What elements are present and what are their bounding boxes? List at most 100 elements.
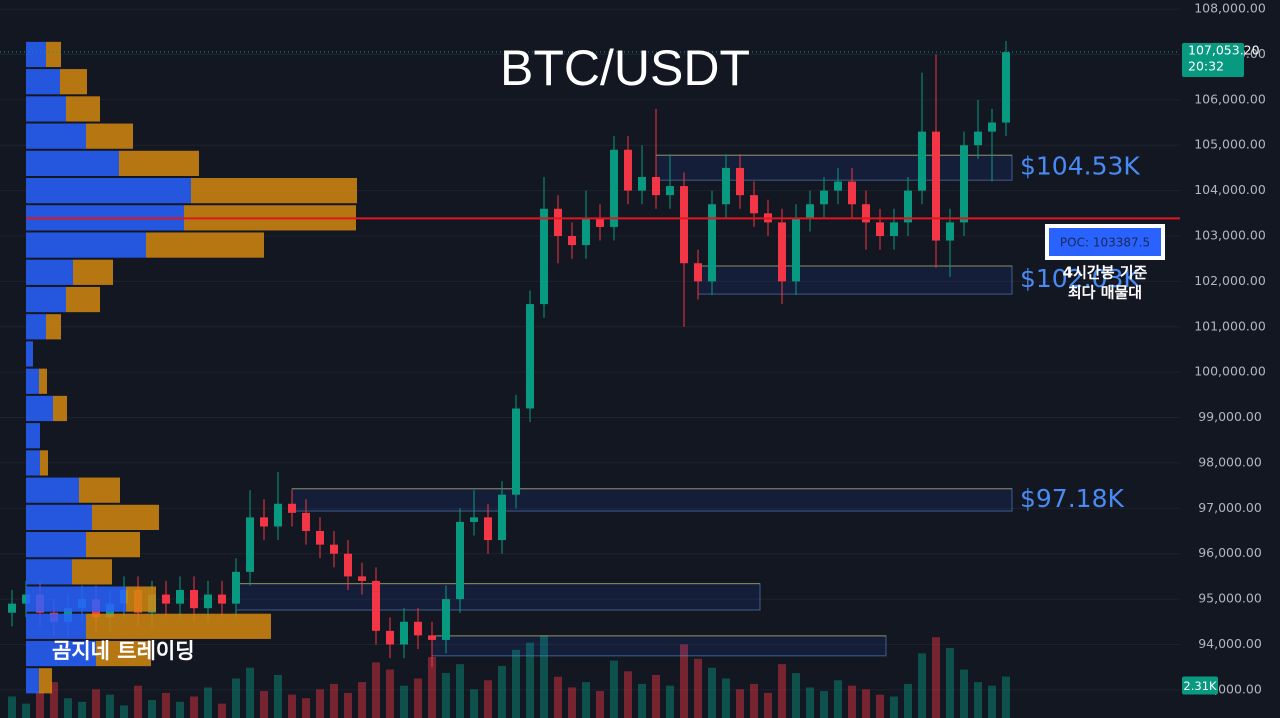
candle-body: [890, 222, 898, 237]
candle-body: [190, 590, 198, 609]
profile-sell: [92, 504, 159, 531]
volume-bar: [764, 692, 772, 718]
volume-bar: [708, 667, 716, 718]
volume-bar: [638, 683, 646, 718]
candle-body: [1002, 52, 1010, 123]
profile-sell: [126, 586, 156, 612]
volume-bar: [778, 664, 786, 718]
candle-body: [862, 204, 870, 223]
volume-bar: [890, 696, 898, 718]
profile-sell: [96, 640, 151, 667]
volume-bar: [176, 701, 184, 718]
candle-body: [442, 599, 450, 640]
profile-sell: [39, 668, 52, 694]
volume-bar: [386, 669, 394, 718]
volume-bar: [918, 653, 926, 718]
zone-label: $104.53K: [1020, 152, 1140, 181]
profile-buy: [26, 532, 86, 558]
candle-body: [624, 149, 632, 191]
candle-body: [512, 408, 520, 495]
profile-buy: [26, 559, 72, 585]
y-tick-label: 99,000.00: [1198, 409, 1262, 424]
volume-bar: [680, 644, 688, 718]
volume-bar: [722, 678, 730, 718]
profile-buy: [26, 504, 92, 531]
profile-sell: [73, 259, 113, 285]
candle-body: [610, 149, 618, 227]
volume-bar: [36, 691, 44, 718]
last-price-box: [1182, 43, 1244, 78]
volume-bar: [820, 691, 828, 718]
volume-bar: [64, 698, 72, 718]
candle-body: [260, 517, 268, 527]
volume-bar: [372, 662, 380, 718]
volume-bar: [568, 687, 576, 718]
profile-buy: [26, 123, 86, 149]
candle-body: [288, 503, 296, 513]
candle-body: [176, 590, 184, 604]
candle-body: [204, 594, 212, 609]
profile-buy: [26, 450, 40, 476]
volume-bar: [526, 642, 534, 718]
countdown: 20:32: [1188, 59, 1224, 74]
candle-body: [568, 236, 576, 246]
profile-buy: [26, 613, 86, 639]
volume-bar: [134, 685, 142, 718]
watermark: 곰지네 트레이딩: [52, 639, 195, 663]
y-tick-label: 108,000.00: [1194, 1, 1266, 16]
volume-bar: [736, 689, 744, 718]
profile-sell: [72, 559, 112, 585]
volume-bar: [904, 683, 912, 718]
candle-body: [834, 181, 842, 191]
profile-sell: [86, 532, 140, 558]
profile-sell: [86, 613, 271, 639]
candle-body: [330, 544, 338, 554]
volume-bar: [848, 685, 856, 718]
volume-bar: [302, 698, 310, 718]
volume-bar: [666, 685, 674, 718]
volume-bar: [162, 692, 170, 718]
volume-bar: [988, 685, 996, 718]
y-tick-label: 106,000.00: [1194, 91, 1266, 106]
volume-bar: [78, 701, 86, 718]
volume-bar: [442, 673, 450, 718]
volume-last-label: 2.31K: [1183, 679, 1217, 693]
y-tick-label: 102,000.00: [1194, 273, 1266, 288]
profile-sell: [60, 69, 87, 95]
poc-note: 최다 매물대: [1068, 284, 1142, 302]
candle-body: [708, 204, 716, 282]
volume-bar: [274, 674, 282, 718]
volume-bar: [694, 658, 702, 718]
profile-buy: [26, 314, 46, 340]
profile-sell: [191, 178, 357, 204]
y-tick-label: 105,000.00: [1194, 137, 1266, 152]
candle-body: [8, 603, 16, 613]
volume-bar: [582, 682, 590, 718]
candle-body: [162, 594, 170, 604]
volume-bar: [456, 664, 464, 718]
candle-body: [344, 553, 352, 577]
volume-bar: [288, 694, 296, 718]
poc-note: 4시간봉 기준: [1063, 264, 1148, 282]
candle-body: [806, 204, 814, 218]
volume-bar: [218, 703, 226, 718]
candle-body: [974, 131, 982, 146]
candle-body: [582, 217, 590, 246]
candle-body: [540, 208, 548, 305]
candle-body: [470, 517, 478, 522]
profile-sell: [146, 232, 264, 258]
volume-bar: [946, 647, 954, 718]
poc-label: POC: 103387.5: [1060, 236, 1150, 250]
profile-buy: [26, 96, 66, 122]
profile-buy: [26, 259, 73, 285]
candle-body: [638, 177, 646, 191]
volume-bar: [974, 682, 982, 718]
profile-sell: [119, 150, 199, 177]
volume-bar: [540, 635, 548, 718]
poc-label-box: [1045, 224, 1165, 260]
y-tick-label: 96,000.00: [1198, 545, 1262, 560]
profile-buy: [26, 232, 146, 258]
volume-bar: [596, 691, 604, 718]
volume-bar: [8, 696, 16, 718]
